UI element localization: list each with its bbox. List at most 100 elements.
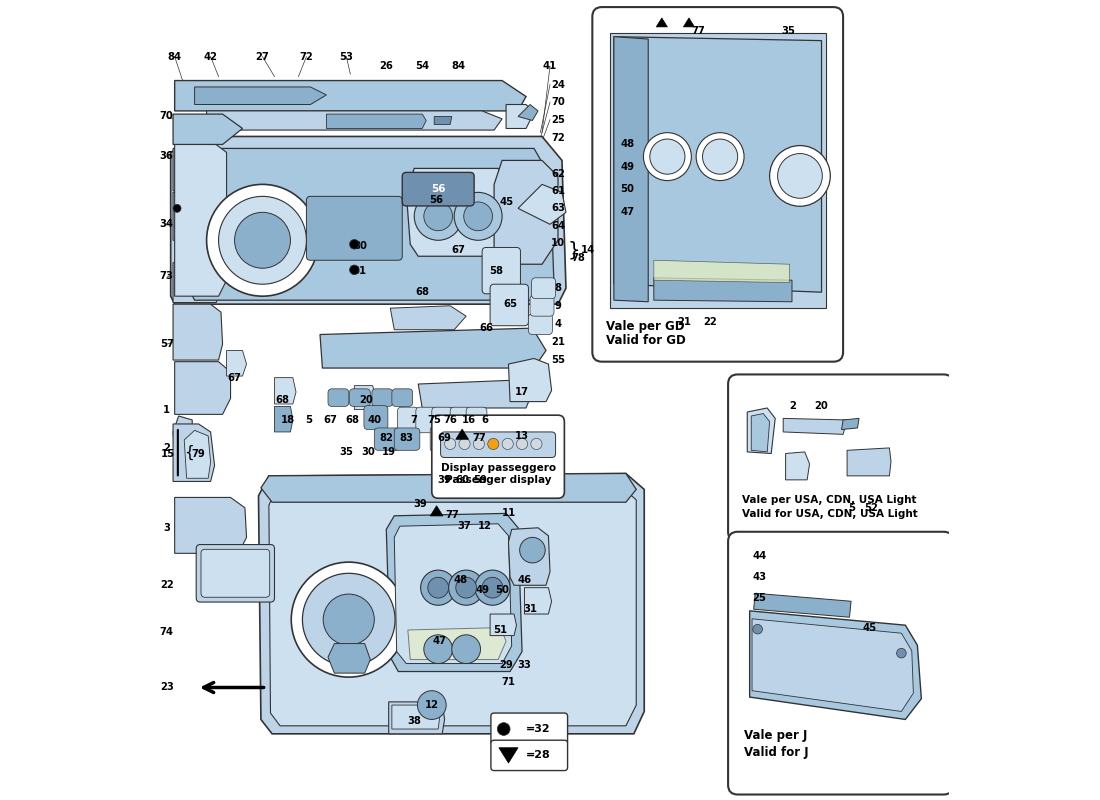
Polygon shape bbox=[455, 429, 469, 439]
Circle shape bbox=[234, 212, 290, 268]
Polygon shape bbox=[406, 169, 514, 256]
Text: 47: 47 bbox=[432, 636, 447, 646]
FancyBboxPatch shape bbox=[466, 407, 487, 433]
Circle shape bbox=[650, 139, 685, 174]
Circle shape bbox=[482, 578, 503, 598]
Polygon shape bbox=[173, 262, 221, 302]
Text: 56: 56 bbox=[431, 184, 446, 194]
Text: 46: 46 bbox=[517, 574, 531, 585]
Text: 45: 45 bbox=[862, 622, 877, 633]
Polygon shape bbox=[173, 114, 242, 145]
Polygon shape bbox=[190, 149, 554, 300]
Polygon shape bbox=[434, 117, 452, 125]
Text: 36: 36 bbox=[160, 151, 174, 162]
Text: 69: 69 bbox=[438, 434, 451, 443]
Text: 6: 6 bbox=[481, 415, 488, 425]
Polygon shape bbox=[268, 484, 636, 726]
Text: Display passeggero: Display passeggero bbox=[440, 463, 556, 473]
Circle shape bbox=[475, 570, 510, 606]
FancyBboxPatch shape bbox=[392, 389, 412, 406]
Text: 77: 77 bbox=[473, 434, 486, 443]
Text: 25: 25 bbox=[752, 593, 767, 603]
Polygon shape bbox=[207, 111, 502, 130]
Circle shape bbox=[644, 133, 692, 181]
Text: 74: 74 bbox=[160, 626, 174, 637]
FancyBboxPatch shape bbox=[491, 713, 568, 745]
Text: 24: 24 bbox=[551, 79, 565, 90]
Text: 35: 35 bbox=[340, 447, 353, 457]
Text: 13: 13 bbox=[515, 431, 529, 441]
Circle shape bbox=[173, 204, 182, 212]
Text: 84: 84 bbox=[167, 51, 182, 62]
Text: 75: 75 bbox=[427, 415, 441, 425]
Text: 53: 53 bbox=[340, 51, 353, 62]
Circle shape bbox=[519, 538, 546, 563]
Text: 8: 8 bbox=[554, 283, 561, 293]
Polygon shape bbox=[184, 430, 210, 478]
Circle shape bbox=[896, 648, 906, 658]
Polygon shape bbox=[518, 184, 567, 224]
Circle shape bbox=[464, 202, 493, 230]
Text: 37: 37 bbox=[456, 521, 471, 531]
Text: Vale per USA, CDN, USA Light: Vale per USA, CDN, USA Light bbox=[741, 495, 916, 505]
Circle shape bbox=[452, 634, 481, 663]
Text: 70: 70 bbox=[551, 97, 565, 107]
Text: }: } bbox=[568, 240, 580, 259]
Text: 77: 77 bbox=[692, 26, 705, 36]
Text: 48: 48 bbox=[453, 574, 468, 585]
Text: 68: 68 bbox=[345, 415, 359, 425]
Polygon shape bbox=[609, 33, 825, 308]
Polygon shape bbox=[170, 137, 566, 304]
Text: 45: 45 bbox=[499, 197, 513, 207]
Text: 5: 5 bbox=[848, 503, 856, 513]
FancyBboxPatch shape bbox=[491, 740, 568, 770]
FancyBboxPatch shape bbox=[528, 314, 552, 334]
Text: 82: 82 bbox=[379, 434, 393, 443]
FancyBboxPatch shape bbox=[441, 432, 556, 458]
Text: 3: 3 bbox=[163, 522, 170, 533]
Circle shape bbox=[487, 438, 499, 450]
Polygon shape bbox=[683, 18, 694, 27]
Text: 5: 5 bbox=[306, 415, 312, 425]
Text: 81: 81 bbox=[353, 266, 367, 276]
Text: 77: 77 bbox=[446, 510, 460, 520]
Text: 22: 22 bbox=[703, 317, 716, 326]
Circle shape bbox=[415, 192, 462, 240]
Text: 42: 42 bbox=[204, 51, 218, 62]
Text: 67: 67 bbox=[323, 415, 338, 425]
FancyBboxPatch shape bbox=[328, 389, 349, 406]
FancyBboxPatch shape bbox=[372, 389, 393, 406]
FancyBboxPatch shape bbox=[394, 428, 420, 450]
Circle shape bbox=[350, 265, 359, 274]
Text: 57: 57 bbox=[160, 339, 174, 349]
Polygon shape bbox=[173, 416, 192, 454]
Text: 38: 38 bbox=[407, 716, 421, 726]
Text: 25: 25 bbox=[551, 114, 565, 125]
Circle shape bbox=[752, 625, 762, 634]
FancyBboxPatch shape bbox=[432, 407, 452, 433]
Text: 78: 78 bbox=[572, 253, 585, 263]
Text: 47: 47 bbox=[620, 206, 635, 217]
Circle shape bbox=[703, 139, 738, 174]
Circle shape bbox=[428, 578, 449, 598]
Text: 17: 17 bbox=[515, 387, 529, 397]
Polygon shape bbox=[227, 350, 246, 376]
Polygon shape bbox=[320, 328, 546, 368]
FancyBboxPatch shape bbox=[530, 295, 554, 316]
Text: 65: 65 bbox=[503, 299, 517, 309]
Text: 59: 59 bbox=[473, 475, 486, 485]
Polygon shape bbox=[275, 406, 293, 432]
Polygon shape bbox=[175, 498, 246, 554]
Text: 14: 14 bbox=[581, 245, 595, 255]
Polygon shape bbox=[783, 418, 847, 434]
Text: 50: 50 bbox=[495, 585, 509, 595]
Polygon shape bbox=[785, 452, 810, 480]
Polygon shape bbox=[258, 474, 645, 734]
Text: 76: 76 bbox=[443, 415, 458, 425]
Polygon shape bbox=[847, 448, 891, 476]
Text: 72: 72 bbox=[299, 51, 314, 62]
FancyBboxPatch shape bbox=[397, 407, 418, 433]
Text: 68: 68 bbox=[415, 287, 429, 297]
Circle shape bbox=[517, 438, 528, 450]
Circle shape bbox=[696, 133, 744, 181]
